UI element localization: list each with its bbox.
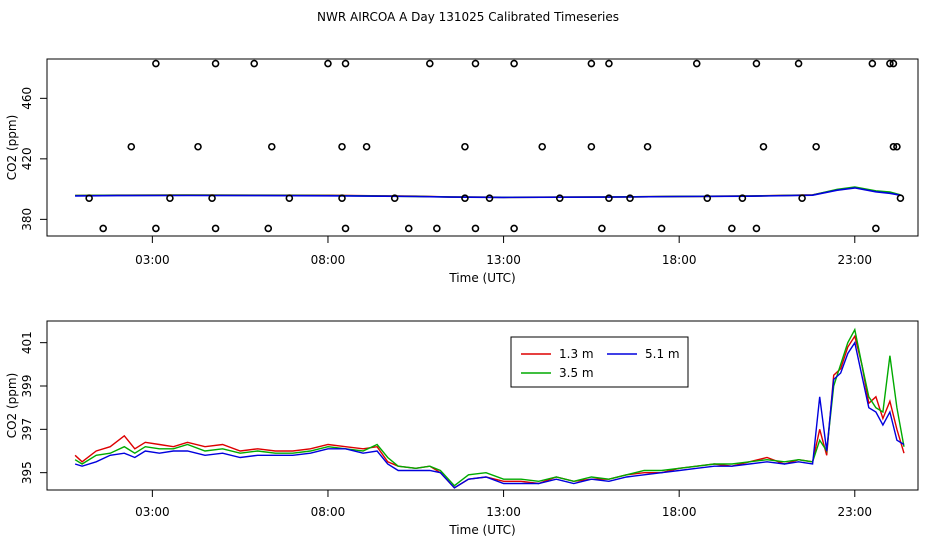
panel1-scatter-point: [285, 194, 294, 202]
panel2-series-1-3-m: [74, 334, 905, 489]
panel2-y-axis-label: CO2 (ppm): [5, 373, 19, 439]
panel1-scatter-point: [152, 224, 160, 233]
legend-label-3-5-m: 3.5 m: [559, 366, 594, 380]
panel1-x-tick-label: 23:00: [837, 253, 872, 267]
panel1-scatter-point: [598, 224, 606, 233]
panel1-scatter-point: [461, 194, 469, 202]
panel1-scatter-point: [152, 59, 160, 68]
panel1-scatter-point: [587, 142, 596, 151]
panel2-series-5-1-m: [74, 340, 905, 489]
panel1-scatter-point: [759, 142, 768, 151]
legend-label-1-3-m: 1.3 m: [559, 347, 594, 361]
panel1-scatter-point: [794, 59, 803, 68]
panel1-scatter-point: [643, 142, 652, 151]
panel1-scatter-point: [267, 142, 276, 151]
panel1-scatter-point: [485, 194, 494, 202]
panel1-scatter-point: [538, 142, 547, 151]
panel1-scatter-point: [703, 194, 712, 202]
panel1-y-tick-label: 420: [20, 147, 34, 170]
panel1-scatter-point: [324, 59, 332, 68]
panel1-scatter-point: [250, 59, 259, 68]
panel1-scatter-point: [752, 224, 761, 233]
panel1-scatter-point: [657, 224, 666, 233]
panel1-scatter-point: [798, 194, 806, 202]
panel2-x-tick-label: 08:00: [311, 505, 346, 519]
panel2-x-tick-label: 18:00: [662, 505, 697, 519]
panel1-y-tick-label: 460: [20, 87, 34, 110]
panel1-scatter-point: [893, 142, 901, 151]
panel1-scatter-point: [812, 142, 820, 151]
panel2-y-tick-label: 399: [20, 375, 34, 398]
panel1-x-axis-label: Time (UTC): [448, 271, 515, 285]
panel1-x-tick-label: 13:00: [486, 253, 521, 267]
panel1-scatter-point: [626, 194, 634, 202]
panel1-scatter-point: [692, 59, 701, 68]
panel1-scatter-point: [390, 194, 399, 202]
panel1-x-tick-label: 03:00: [135, 253, 170, 267]
panel2-x-axis-label: Time (UTC): [448, 523, 515, 537]
legend-label-5-1-m: 5.1 m: [645, 347, 680, 361]
panel1-scatter-point: [886, 59, 894, 68]
legend-box: [510, 336, 689, 388]
panel1-scatter-point: [208, 194, 216, 202]
panel1-scatter-point: [510, 224, 518, 233]
panel1-scatter-point: [404, 224, 413, 233]
figure-title: NWR AIRCOA A Day 131025 Calibrated Times…: [316, 10, 619, 24]
panel1-scatter-point: [99, 224, 107, 233]
panel1-scatter-point: [341, 224, 350, 233]
panel1-scatter-point: [127, 142, 136, 151]
panel1-scatter-point: [896, 194, 905, 202]
panel1-scatter-point: [605, 59, 613, 68]
panel1-scatter-point: [510, 59, 518, 68]
panel1-scatter-point: [471, 59, 480, 68]
panel1-scatter-point: [461, 142, 469, 151]
panel1-scatter-point: [587, 59, 596, 68]
panel2-y-tick-label: 395: [20, 461, 34, 484]
panel2-y-tick-label: 397: [20, 418, 34, 441]
panel1-scatter-point: [872, 224, 880, 233]
panel1-scatter-point: [166, 194, 174, 202]
panel1-scatter-point: [426, 59, 434, 68]
panel1-x-tick-label: 08:00: [311, 253, 346, 267]
panel1-y-tick-label: 380: [20, 208, 34, 231]
panel1-scatter-point: [211, 224, 220, 233]
panel2-x-tick-label: 23:00: [837, 505, 872, 519]
panel1-scatter-point: [362, 142, 371, 151]
panel2-x-tick-label: 13:00: [486, 505, 521, 519]
panel1-scatter-point: [738, 194, 747, 202]
panel1-scatter-point: [471, 224, 480, 233]
panel1-scatter-point: [211, 59, 220, 68]
panel2-frame: [46, 320, 919, 491]
panel1-scatter-point: [338, 142, 346, 151]
panel1-scatter-point: [605, 194, 613, 202]
panel1-scatter-point: [889, 59, 898, 68]
panel1-scatter-point: [555, 194, 564, 202]
panel1-scatter-point: [341, 59, 350, 68]
panel1-scatter-point: [85, 194, 93, 202]
panel1-scatter-point: [728, 224, 736, 233]
panel1-scatter-point: [264, 224, 273, 233]
panel2-y-tick-label: 401: [20, 331, 34, 354]
panel1-scatter-point: [889, 142, 898, 151]
panel1-frame: [46, 58, 919, 237]
panel1-scatter-point: [338, 194, 346, 202]
panel2-x-tick-label: 03:00: [135, 505, 170, 519]
panel1-scatter-point: [868, 59, 877, 68]
panel1-scatter-point: [752, 59, 761, 68]
panel1-scatter-point: [194, 142, 202, 151]
panel1-x-tick-label: 18:00: [662, 253, 697, 267]
panel1-scatter-point: [433, 224, 441, 233]
panel1-y-axis-label: CO2 (ppm): [5, 115, 19, 181]
